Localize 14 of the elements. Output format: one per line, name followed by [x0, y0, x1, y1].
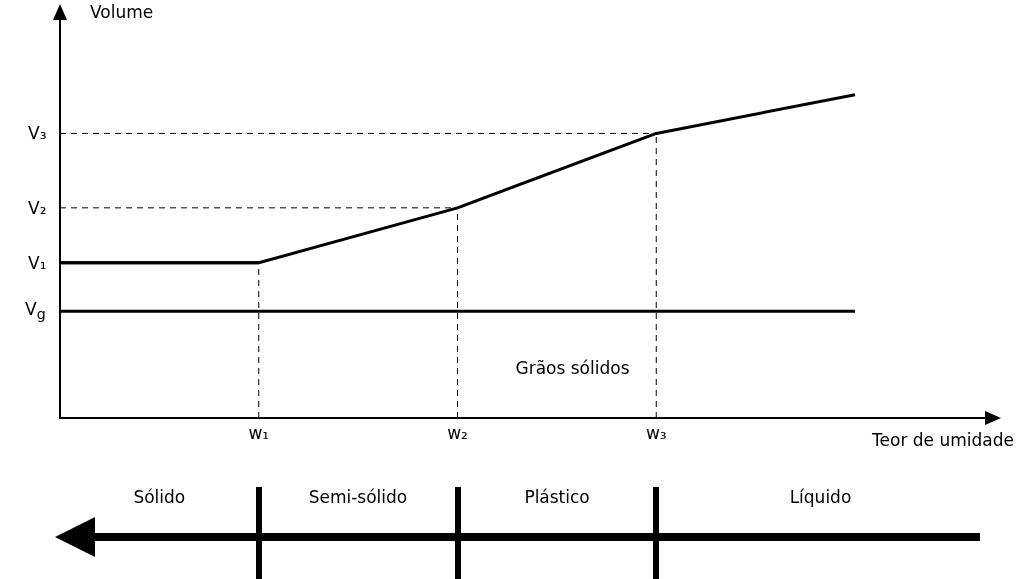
text: Semi-sólido [308, 487, 408, 507]
x-tick-label: w₁ [248, 422, 270, 443]
x-axis-title: Teor de umidade [871, 430, 1014, 451]
y-axis-title: Volume [90, 2, 154, 23]
ref-line-label: V₃ [28, 123, 47, 144]
x-tick-label: w₃ [645, 422, 667, 443]
ref-line-label: V₁ [28, 252, 47, 273]
annotation: Grãos sólidos [515, 358, 630, 378]
ref-line-label: V$_{g}$ [25, 298, 46, 325]
text: Líquido [789, 487, 852, 507]
x-tick-label: w₂ [447, 422, 468, 443]
text: Plástico [524, 487, 590, 507]
ref-line-label: V₂ [28, 197, 47, 218]
text: Sólido [133, 487, 186, 507]
